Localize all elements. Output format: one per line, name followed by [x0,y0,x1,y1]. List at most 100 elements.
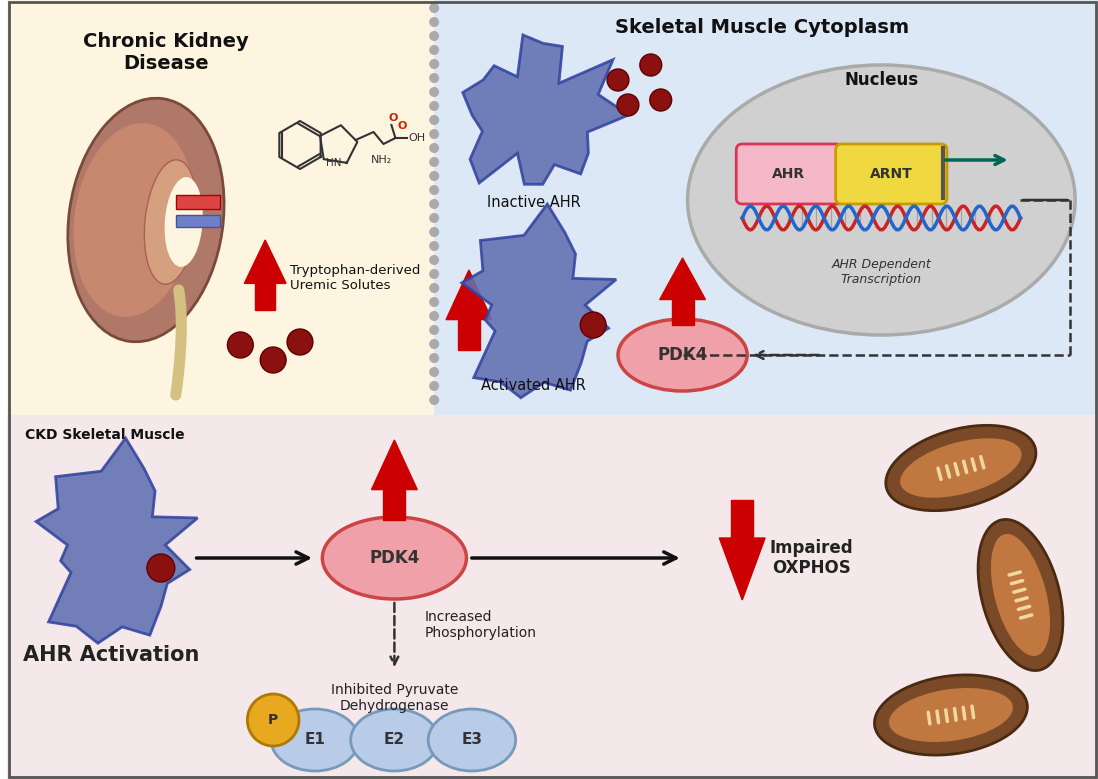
Ellipse shape [271,709,359,771]
Circle shape [429,17,439,27]
Circle shape [429,171,439,181]
Circle shape [429,283,439,293]
FancyBboxPatch shape [7,0,434,415]
FancyBboxPatch shape [836,144,946,204]
Text: E1: E1 [304,732,325,748]
Circle shape [429,353,439,363]
Circle shape [429,45,439,55]
Text: CKD Skeletal Muscle: CKD Skeletal Muscle [24,428,184,442]
Text: Tryptophan-derived
Uremic Solutes: Tryptophan-derived Uremic Solutes [290,264,421,292]
Ellipse shape [618,319,748,391]
Polygon shape [371,440,417,489]
Text: HN: HN [326,158,341,168]
Circle shape [429,59,439,69]
Circle shape [429,157,439,167]
Text: AHR: AHR [772,167,806,181]
Circle shape [617,94,639,116]
Text: OH: OH [408,133,425,143]
Text: PDK4: PDK4 [658,346,708,364]
Polygon shape [245,240,287,284]
FancyBboxPatch shape [434,0,1098,415]
Ellipse shape [899,438,1022,499]
Ellipse shape [874,675,1028,755]
Circle shape [580,312,606,338]
Circle shape [650,89,672,111]
Ellipse shape [165,177,203,267]
Text: ARNT: ARNT [870,167,912,181]
Polygon shape [462,35,629,185]
Ellipse shape [687,65,1075,335]
FancyBboxPatch shape [672,300,694,325]
Text: P: P [268,713,278,727]
Circle shape [429,3,439,13]
FancyBboxPatch shape [458,319,480,350]
Polygon shape [36,438,198,643]
FancyBboxPatch shape [176,195,221,209]
Text: NH₂: NH₂ [371,155,392,165]
Ellipse shape [428,709,516,771]
Circle shape [227,332,254,358]
Circle shape [429,129,439,139]
Polygon shape [462,204,616,398]
Text: Chronic Kidney
Disease: Chronic Kidney Disease [83,32,248,73]
Text: Inhibited Pyruvate
Dehydrogenase: Inhibited Pyruvate Dehydrogenase [330,683,458,714]
Ellipse shape [323,517,467,599]
Text: PDK4: PDK4 [369,549,419,567]
Circle shape [429,87,439,97]
Circle shape [429,381,439,391]
Circle shape [429,241,439,251]
Text: AHR Dependent
Transcription: AHR Dependent Transcription [831,258,931,286]
FancyBboxPatch shape [383,489,405,520]
Circle shape [287,329,313,355]
Text: O: O [389,113,399,123]
Circle shape [640,54,662,76]
Text: O: O [397,121,406,131]
Circle shape [260,347,287,373]
Circle shape [247,694,299,746]
Circle shape [429,255,439,265]
Circle shape [429,213,439,223]
FancyBboxPatch shape [176,215,221,227]
Circle shape [429,199,439,209]
Ellipse shape [144,160,198,284]
Ellipse shape [68,98,224,342]
Circle shape [607,69,629,91]
FancyBboxPatch shape [737,144,842,204]
Ellipse shape [990,534,1051,657]
Text: Activated AHR: Activated AHR [481,378,586,393]
Circle shape [429,297,439,307]
FancyBboxPatch shape [255,284,276,310]
Text: Nucleus: Nucleus [844,71,918,89]
Text: Increased
Phosphorylation: Increased Phosphorylation [424,610,536,640]
Circle shape [429,311,439,321]
Ellipse shape [74,123,194,317]
Text: AHR Activation: AHR Activation [23,645,200,665]
Circle shape [429,143,439,153]
Polygon shape [660,258,705,300]
Circle shape [429,339,439,349]
Circle shape [429,367,439,377]
Circle shape [429,115,439,125]
Circle shape [429,269,439,279]
Ellipse shape [888,687,1013,742]
FancyBboxPatch shape [7,415,1098,779]
Polygon shape [719,538,765,600]
Text: Inactive AHR: Inactive AHR [486,195,581,210]
Circle shape [429,73,439,83]
FancyBboxPatch shape [731,500,753,538]
Text: E3: E3 [461,732,482,748]
Circle shape [147,554,175,582]
Circle shape [429,325,439,335]
Circle shape [429,185,439,195]
Ellipse shape [978,520,1063,671]
Polygon shape [446,270,492,319]
Circle shape [429,227,439,237]
Text: E2: E2 [384,732,405,748]
Text: Impaired
OXPHOS: Impaired OXPHOS [770,538,853,577]
Ellipse shape [350,709,438,771]
Text: Skeletal Muscle Cytoplasm: Skeletal Muscle Cytoplasm [615,18,909,37]
Circle shape [429,395,439,405]
Ellipse shape [886,425,1035,511]
Circle shape [429,101,439,111]
Circle shape [429,31,439,41]
